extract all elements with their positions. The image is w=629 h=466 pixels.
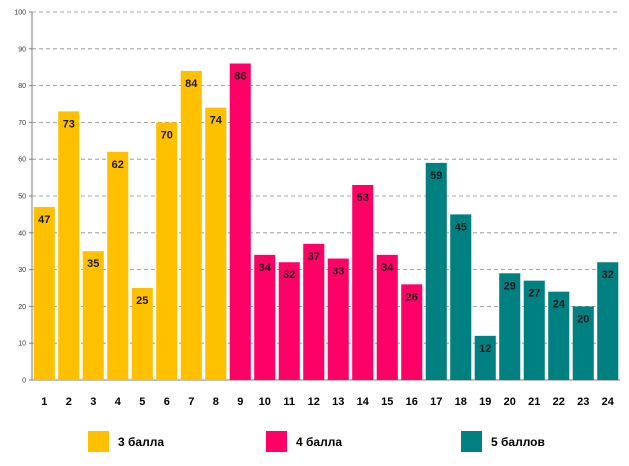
bar xyxy=(278,262,300,380)
bar xyxy=(523,280,545,380)
x-tick-label: 5 xyxy=(139,396,145,408)
y-tick-label: 80 xyxy=(18,83,26,90)
x-tick-label: 14 xyxy=(357,396,370,408)
bar xyxy=(229,63,251,381)
legend-swatch xyxy=(266,431,287,452)
x-tick-label: 7 xyxy=(188,396,194,408)
legend-label: 5 баллов xyxy=(491,435,545,449)
x-tick-label: 15 xyxy=(381,396,393,408)
bar xyxy=(474,335,496,380)
bar xyxy=(376,254,398,380)
bar xyxy=(499,273,521,380)
legend-swatch xyxy=(88,431,109,452)
y-tick-label: 20 xyxy=(18,304,26,311)
bar xyxy=(401,284,423,380)
bar xyxy=(548,291,570,380)
x-tick-labels: 1 2 3 4 5 6 7 8 9 10 11 12 13 14 15 16 17 18 19 20 21 22 23 24 xyxy=(41,396,615,408)
data-label: 32 xyxy=(602,269,614,281)
data-label: 73 xyxy=(63,118,75,130)
x-tick-label: 1 xyxy=(41,396,47,408)
x-tick-label: 4 xyxy=(115,396,122,408)
bar xyxy=(58,111,80,381)
x-tick-label: 8 xyxy=(213,396,219,408)
bar xyxy=(82,251,104,380)
x-tick-label: 3 xyxy=(90,396,96,408)
bars xyxy=(33,63,619,381)
axes xyxy=(29,11,620,381)
data-label: 53 xyxy=(357,192,369,204)
x-tick-label: 16 xyxy=(406,396,418,408)
bar xyxy=(352,184,374,380)
bar xyxy=(425,162,447,380)
y-tick-label: 70 xyxy=(18,120,26,127)
data-label: 47 xyxy=(38,214,50,226)
data-label: 29 xyxy=(504,280,516,292)
bar xyxy=(33,207,55,380)
x-tick-label: 6 xyxy=(164,396,170,408)
x-tick-label: 23 xyxy=(577,396,589,408)
bar xyxy=(572,306,594,380)
x-tick-label: 20 xyxy=(504,396,516,408)
data-label: 74 xyxy=(210,115,223,127)
data-label: 70 xyxy=(161,129,173,141)
bar xyxy=(597,262,619,380)
x-tick-label: 11 xyxy=(283,396,295,408)
x-tick-label: 13 xyxy=(332,396,344,408)
y-tick-label: 50 xyxy=(18,194,26,201)
legend: 3 балла 4 балла 5 баллов xyxy=(88,431,545,452)
bar xyxy=(254,254,276,380)
data-label: 84 xyxy=(185,78,198,90)
legend-label: 3 балла xyxy=(118,435,164,449)
bar xyxy=(303,243,325,380)
data-label: 37 xyxy=(308,251,320,263)
x-tick-label: 18 xyxy=(455,396,467,408)
legend-swatch xyxy=(461,431,482,452)
grid-lines xyxy=(32,11,620,344)
x-tick-label: 19 xyxy=(479,396,491,408)
legend-label: 4 балла xyxy=(296,435,342,449)
x-tick-label: 2 xyxy=(66,396,72,408)
y-tick-label: 90 xyxy=(18,46,26,53)
x-tick-label: 17 xyxy=(430,396,442,408)
x-tick-label: 24 xyxy=(602,396,615,408)
bar xyxy=(205,107,227,381)
data-label: 62 xyxy=(112,159,124,171)
data-label: 59 xyxy=(430,170,442,182)
y-tick-label: 30 xyxy=(18,267,26,274)
bar xyxy=(450,214,472,380)
data-label: 34 xyxy=(381,262,394,274)
data-labels: 47 73 35 62 25 70 84 74 86 34 32 37 33 53 34 26 59 45 12 29… xyxy=(38,71,614,355)
data-label: 20 xyxy=(577,313,589,325)
data-label: 27 xyxy=(528,288,540,300)
y-tick-labels: 0 10 20 30 40 50 60 70 80 90 100 xyxy=(14,10,26,385)
y-tick-label: 40 xyxy=(18,230,26,237)
y-tick-label: 60 xyxy=(18,157,26,164)
bar xyxy=(156,122,178,381)
x-tick-label: 22 xyxy=(553,396,565,408)
data-label: 26 xyxy=(406,291,418,303)
x-tick-label: 9 xyxy=(237,396,243,408)
data-label: 35 xyxy=(87,258,99,270)
bar xyxy=(107,151,129,380)
data-label: 34 xyxy=(259,262,272,274)
x-tick-label: 12 xyxy=(308,396,320,408)
data-label: 33 xyxy=(332,266,344,278)
data-label: 25 xyxy=(136,295,148,307)
data-label: 86 xyxy=(234,71,246,83)
bar xyxy=(180,70,202,380)
y-tick-label: 0 xyxy=(22,378,26,385)
data-label: 12 xyxy=(479,343,491,355)
data-label: 32 xyxy=(283,269,295,281)
data-label: 45 xyxy=(455,221,467,233)
data-label: 24 xyxy=(553,299,566,311)
x-tick-label: 10 xyxy=(259,396,271,408)
y-tick-label: 100 xyxy=(14,10,26,17)
y-tick-label: 10 xyxy=(18,341,26,348)
bar xyxy=(131,288,153,380)
bar xyxy=(327,258,349,380)
x-tick-label: 21 xyxy=(528,396,540,408)
